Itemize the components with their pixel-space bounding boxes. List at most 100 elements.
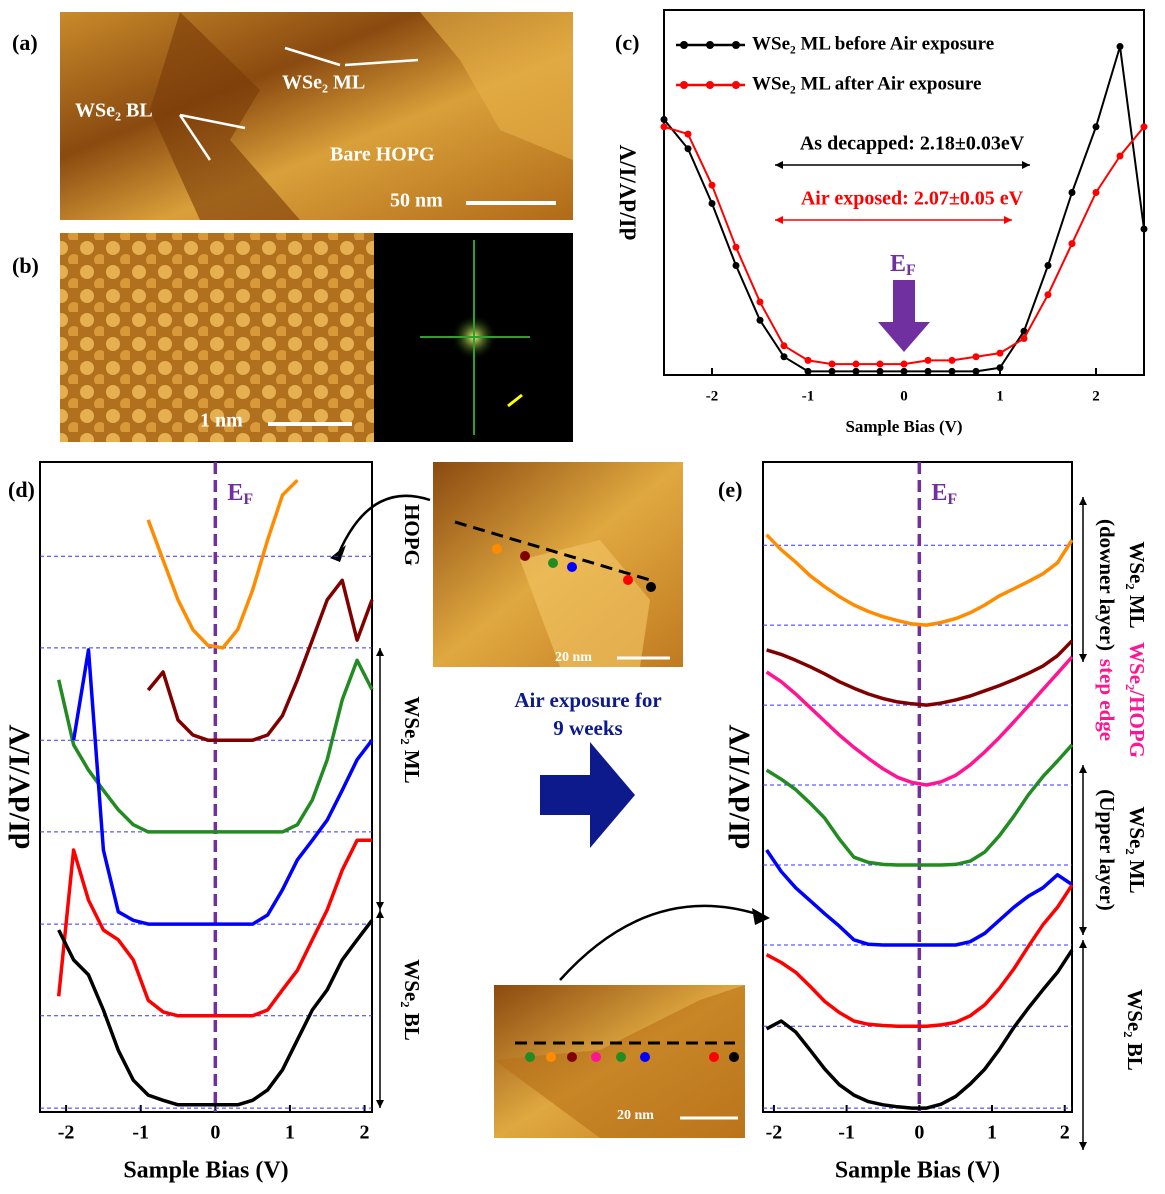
annotation: As decapped: 2.18±0.03eV [800, 133, 1025, 155]
annotation: WSe₂ ML [282, 72, 365, 94]
x-tick-label: -1 [802, 388, 815, 404]
side-label: WSe₂ ML [1125, 806, 1149, 893]
ef-label: EF [227, 480, 253, 508]
ef-sub: F [947, 491, 957, 508]
panel-label: (d) [8, 477, 35, 502]
data-point [1117, 153, 1124, 160]
x-tick-label: 0 [900, 388, 908, 404]
series-line [148, 480, 297, 648]
side-label: (downer layer) [1095, 519, 1119, 651]
data-point [973, 353, 980, 360]
data-point [685, 131, 692, 138]
data-point [1069, 189, 1076, 196]
side-label: WSe₂ BL [400, 959, 424, 1041]
data-point [1045, 262, 1052, 269]
data-point [1093, 123, 1100, 130]
data-point [661, 123, 668, 130]
data-point [973, 368, 980, 375]
scale-label: 20 nm [555, 650, 592, 665]
data-point [661, 116, 668, 123]
data-point [877, 361, 884, 368]
legend-entry: WSe₂ ML before Air exposure [752, 33, 994, 54]
data-point [997, 350, 1004, 357]
x-tick-label: -2 [766, 1122, 783, 1144]
ef-arrow [878, 280, 930, 352]
arrow-head [330, 545, 346, 562]
x-axis-label: Sample Bias (V) [845, 417, 962, 436]
side-label: (Upper layer) [1095, 789, 1119, 911]
data-point [997, 364, 1004, 371]
data-point [709, 200, 716, 207]
panel-label: (a) [12, 30, 38, 55]
side-label: WSe₂ ML [400, 696, 424, 783]
data-point [829, 361, 836, 368]
ef-sub: F [906, 262, 916, 279]
x-tick-label: 0 [210, 1122, 220, 1144]
arrow-head [752, 908, 770, 925]
figure: (a) WSe₂ ML WSe₂ BL Bare HOPG 50 nm (b) … [0, 0, 1165, 1194]
x-tick-label: 1 [987, 1122, 997, 1144]
data-point [949, 357, 956, 364]
data-point [877, 368, 884, 375]
data-point [757, 299, 764, 306]
data-point [1093, 189, 1100, 196]
data-point [829, 368, 836, 375]
x-tick-label: 2 [360, 1122, 370, 1144]
data-point [1021, 335, 1028, 342]
legend-entry: WSe₂ ML after Air exposure [752, 73, 981, 94]
annotation: Bare HOPG [330, 144, 435, 166]
side-label: WSe₂ ML [1125, 541, 1149, 628]
x-tick-label: 2 [1092, 388, 1100, 404]
x-tick-label: -1 [838, 1122, 855, 1144]
data-point [709, 182, 716, 189]
legend-marker [732, 41, 740, 49]
data-point [805, 368, 812, 375]
ef-label: EF [931, 480, 957, 508]
annotation: Air exposed: 2.07±0.05 eV [801, 188, 1024, 210]
ef-main: E [931, 480, 947, 506]
side-label: HOPG [400, 504, 424, 566]
data-point [1141, 123, 1148, 130]
big-arrow [540, 742, 635, 848]
page: {"panels": { "a": {"label": "(a)", "anno… [0, 0, 1165, 1194]
data-point [733, 244, 740, 251]
x-tick-label: 1 [285, 1122, 295, 1144]
data-point [925, 357, 932, 364]
data-point [925, 368, 932, 375]
data-point [949, 368, 956, 375]
ef-main: E [227, 480, 243, 506]
data-point [685, 145, 692, 152]
data-point [757, 317, 764, 324]
data-point [1069, 240, 1076, 247]
x-axis-label: Sample Bias (V) [123, 1158, 288, 1184]
legend-marker [680, 81, 688, 89]
data-point [1117, 43, 1124, 50]
x-tick-label: -2 [58, 1122, 75, 1144]
y-axis-label: dI/dV/I/V [615, 144, 640, 240]
data-point [805, 357, 812, 364]
legend-marker [706, 41, 714, 49]
x-axis-label: Sample Bias (V) [835, 1158, 1000, 1184]
panel-label: (c) [615, 30, 639, 55]
arrow-caption: Air exposure for [514, 688, 661, 712]
data-point [1045, 291, 1052, 298]
x-tick-label: 0 [914, 1122, 924, 1144]
data-point [853, 368, 860, 375]
data-point [781, 353, 788, 360]
y-axis-label: dI/dV/I/V [723, 724, 756, 849]
legend-marker [680, 41, 688, 49]
panel-label: (e) [718, 477, 742, 502]
y-axis-label: dI/dV/I/V [3, 724, 36, 849]
data-point [853, 361, 860, 368]
data-point [733, 262, 740, 269]
annotation: WSe₂ BL [75, 100, 153, 122]
legend-marker [706, 81, 714, 89]
data-point [901, 368, 908, 375]
ef-label: EF [890, 251, 916, 279]
series-line [74, 650, 372, 924]
scale-label: 20 nm [617, 1108, 654, 1123]
data-point [781, 342, 788, 349]
data-point [901, 361, 908, 368]
x-tick-label: 2 [1060, 1122, 1070, 1144]
side-label: step edge [1095, 659, 1119, 741]
